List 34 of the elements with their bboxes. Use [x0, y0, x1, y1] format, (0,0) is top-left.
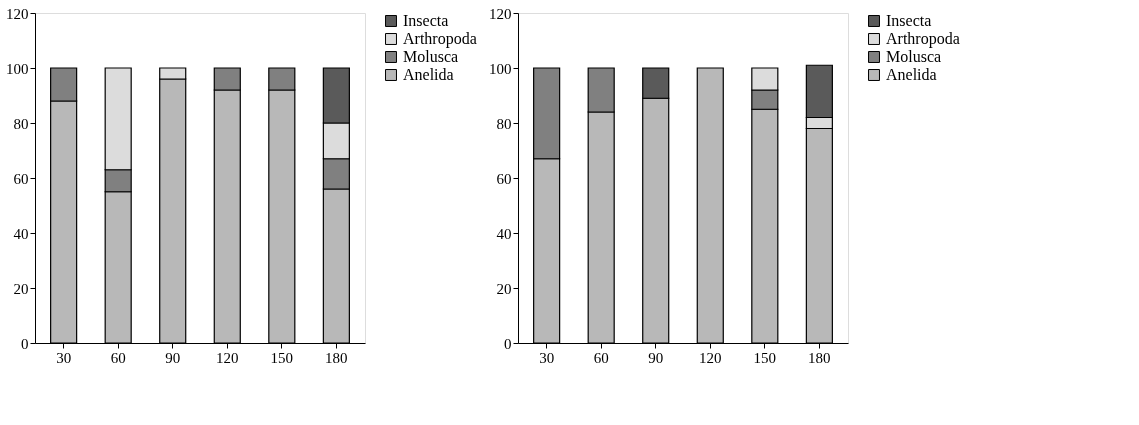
legend-label: Anelida	[403, 66, 454, 83]
legend-label: Arthropoda	[886, 30, 960, 48]
y-tick-label: 80	[496, 115, 512, 132]
y-tick-label: 60	[13, 170, 29, 187]
x-tick-label: 180	[325, 349, 348, 366]
y-tick-label: 40	[496, 225, 512, 242]
x-tick-label: 150	[753, 349, 777, 366]
x-tick-label: 30	[539, 349, 555, 366]
y-tick-label: 0	[21, 335, 29, 352]
y-tick-label: 20	[496, 280, 512, 297]
y-tick-label: 80	[13, 115, 29, 132]
y-tick-label: 100	[489, 60, 512, 77]
y-tick-label: 100	[6, 60, 29, 77]
x-tick-label: 90	[648, 349, 664, 366]
legend-label: Molusca	[886, 48, 942, 65]
legend-label: Anelida	[886, 66, 937, 83]
legend-label: Insecta	[403, 12, 449, 29]
x-tick-label: 60	[593, 349, 609, 366]
legend-label: Insecta	[886, 12, 932, 29]
y-tick-label: 60	[496, 170, 512, 187]
y-tick-label: 40	[13, 225, 29, 242]
x-tick-label: 150	[270, 349, 294, 366]
y-tick-label: 0	[504, 335, 512, 352]
x-tick-label: 30	[56, 349, 72, 366]
x-tick-label: 180	[808, 349, 831, 366]
x-tick-label: 120	[699, 349, 722, 366]
x-tick-label: 90	[165, 349, 181, 366]
x-tick-label: 120	[216, 349, 239, 366]
x-tick-label: 60	[110, 349, 126, 366]
y-tick-label: 20	[13, 280, 29, 297]
y-tick-label: 120	[489, 5, 512, 22]
legend-label: Arthropoda	[403, 30, 477, 48]
y-tick-label: 120	[6, 5, 29, 22]
legend-label: Molusca	[403, 48, 459, 65]
